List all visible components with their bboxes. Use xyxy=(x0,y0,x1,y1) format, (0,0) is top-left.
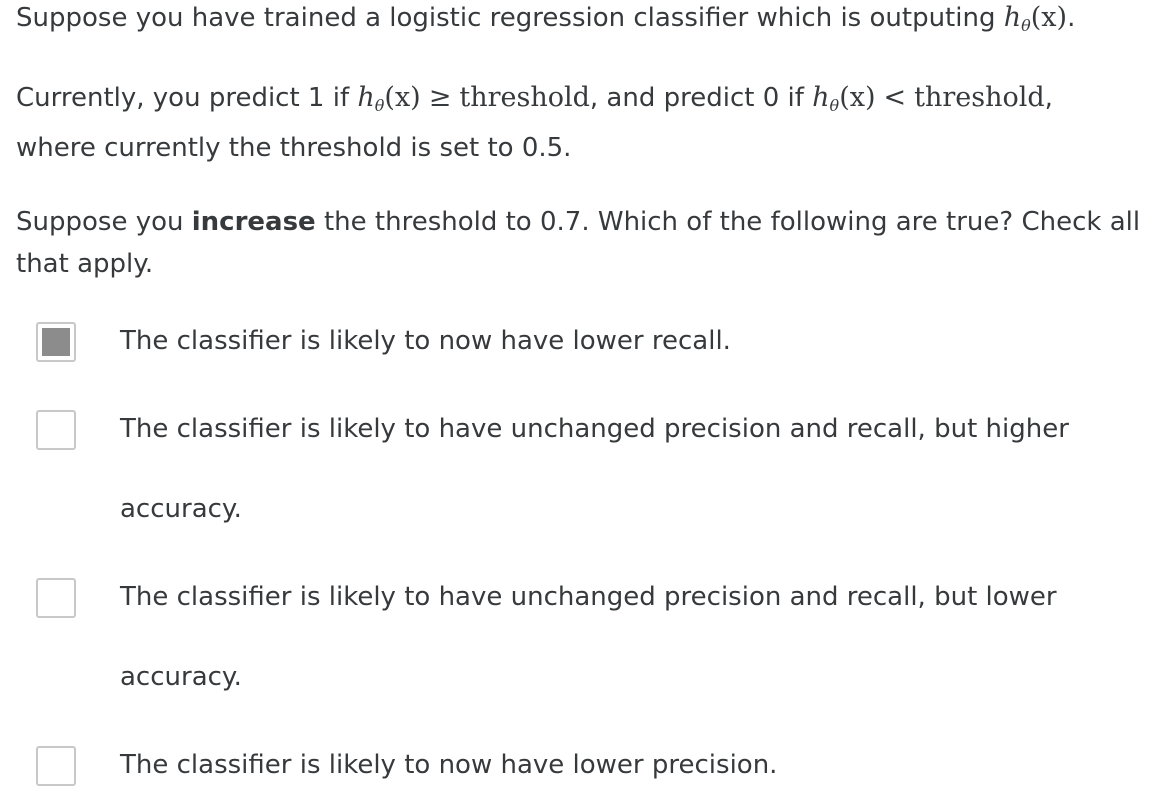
rule-text-b: , and predict 0 if xyxy=(589,83,813,113)
math-theta: θ xyxy=(829,96,840,115)
math-theta: θ xyxy=(1021,16,1031,35)
rule-text-a: Currently, you predict 1 if xyxy=(16,83,358,113)
math-threshold: threshold xyxy=(914,82,1045,113)
question-rule: Currently, you predict 1 if hθ(x) ≥ thresh… xyxy=(16,77,1146,169)
math-theta: θ xyxy=(374,96,385,115)
ge-symbol: ≥ xyxy=(428,82,452,113)
option-label: The classifier is likely to now have low… xyxy=(120,326,731,356)
lt-symbol: < xyxy=(883,82,907,113)
intro-end: . xyxy=(1067,3,1076,33)
option-checkbox[interactable] xyxy=(36,578,76,618)
option-checkbox[interactable] xyxy=(36,746,76,786)
option-checkbox[interactable] xyxy=(36,410,76,450)
question-intro: Suppose you have trained a logistic regr… xyxy=(16,0,1146,47)
prompt-text-a: Suppose you xyxy=(16,207,192,237)
prompt-text-b: the threshold to 0.7. Which of the follo… xyxy=(16,207,1141,279)
intro-text: Suppose you have trained a logistic regr… xyxy=(16,3,1004,33)
math-h: h xyxy=(812,82,830,113)
math-arg: (x) xyxy=(839,82,876,113)
option-label: The classifier is likely to now have low… xyxy=(120,750,778,780)
rule-text-c: , xyxy=(1044,83,1053,113)
rule-text-d: where currently the threshold is set to … xyxy=(16,133,572,163)
math-arg: (x) xyxy=(1030,2,1068,33)
option-label: The classifier is likely to have unchang… xyxy=(120,582,1057,692)
math-threshold: threshold xyxy=(459,82,590,113)
math-h: h xyxy=(357,82,375,113)
math-arg: (x) xyxy=(384,82,421,113)
option-label: The classifier is likely to have unchang… xyxy=(120,414,1069,524)
prompt-bold: increase xyxy=(191,207,316,237)
question-prompt: Suppose you increase the threshold to 0.… xyxy=(16,201,1146,285)
math-h: h xyxy=(1003,2,1022,33)
option-checkbox[interactable] xyxy=(36,322,76,362)
